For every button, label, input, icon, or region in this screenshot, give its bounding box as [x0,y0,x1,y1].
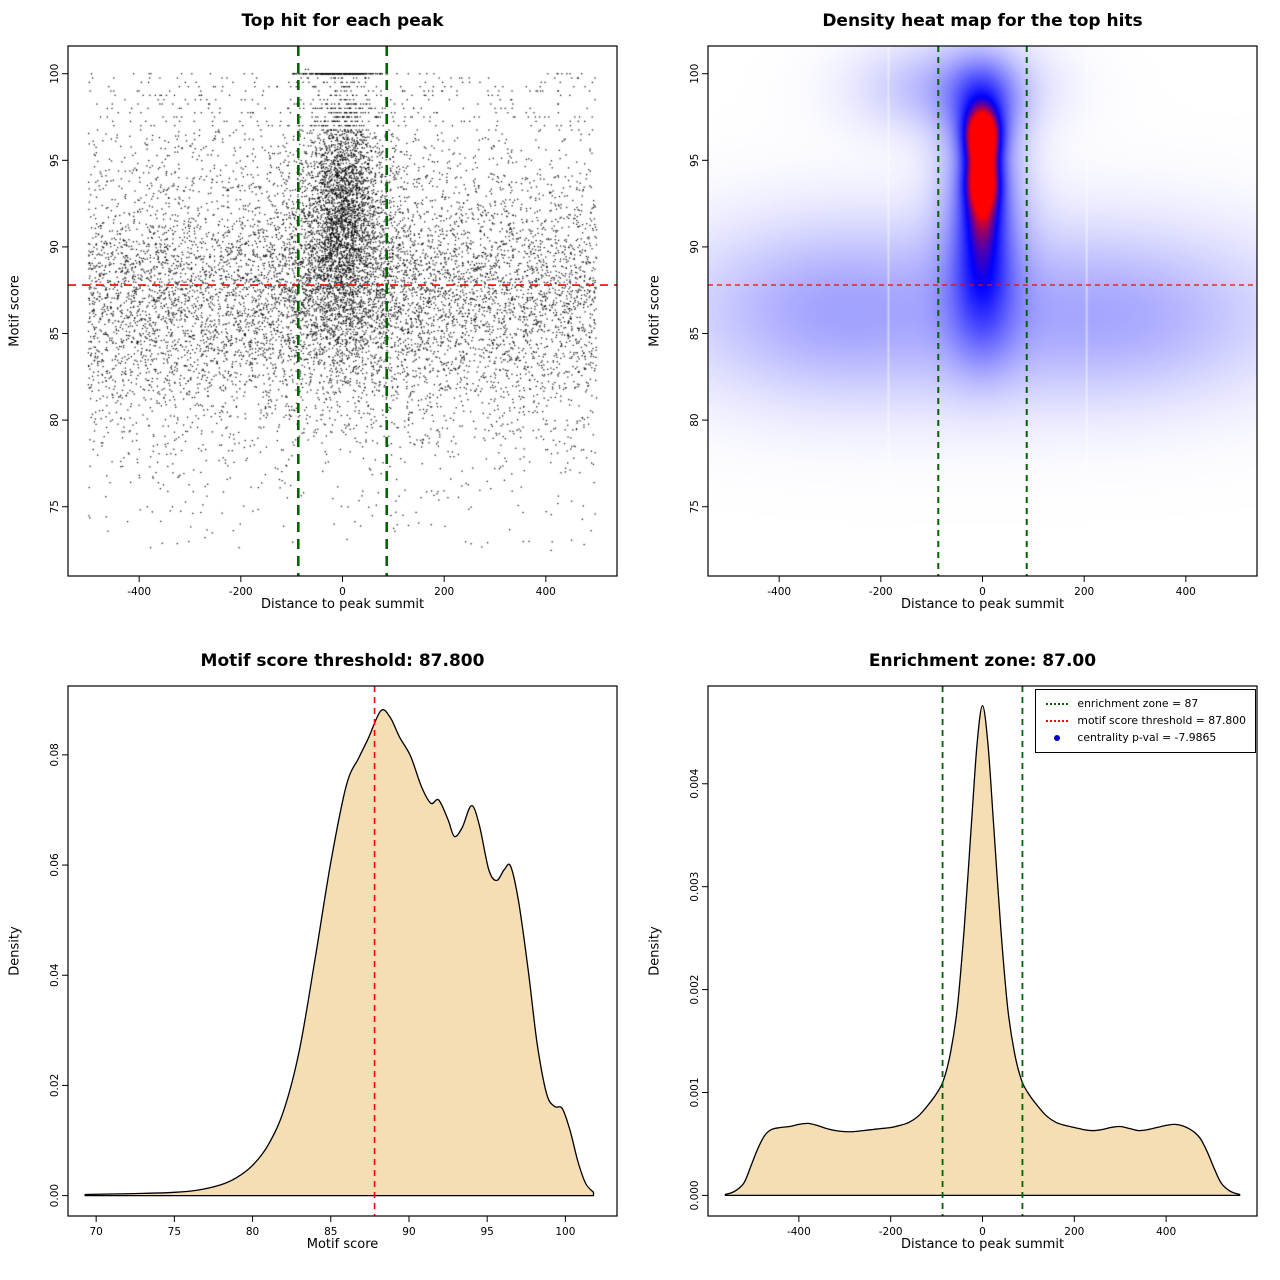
y-tick-label: 100 [49,64,61,84]
y-tick-label: 0.02 [49,1074,61,1097]
x-tick-label: -200 [229,586,253,598]
y-tick-label: 0.003 [689,872,701,902]
heatmap-plot-svg: -400 -200 0 200 400 75 80 85 90 95 100 [689,45,1258,598]
legend: enrichment zone = 87 motif score thresho… [1035,689,1256,753]
plot-box [67,685,618,1217]
panel-title-scatter: Top hit for each peak [241,11,444,31]
y-tick-label: 95 [49,154,61,167]
x-tick-label: 0 [979,586,986,598]
scatter-points-canvas [68,46,617,576]
x-tick-label: -200 [879,1226,903,1238]
x-tick-label: 400 [1176,586,1196,598]
x-axis-label: Distance to peak summit [900,1237,1065,1252]
x-tick-label: 80 [246,1226,259,1238]
y-tick-label: 90 [49,240,61,253]
y-tick-label: 0.00 [49,1184,61,1207]
panel-title-enrichment-zone: Enrichment zone: 87.00 [868,651,1097,671]
score-density-plot-svg: 70 75 80 85 90 95 100 0.00 0.02 0.04 0.06 0.08 [49,685,618,1238]
y-tick-label: 85 [49,327,61,340]
y-tick-label: 75 [49,500,61,513]
panel-top-hits-scatter: -400 -200 0 200 400 75 80 85 90 95 100 Top hit for… [0,0,640,640]
plot-box [67,45,618,577]
x-tick-label: 400 [1156,1226,1176,1238]
panel-distance-density: -400 -200 0 200 400 0.000 0.001 0.002 0.003 0.004… [640,640,1280,1280]
y-axis-label: Motif score [647,275,663,347]
y-axis-label: Density [647,926,663,976]
x-tick-label: 70 [89,1226,102,1238]
x-axis-label: Distance to peak summit [900,597,1065,612]
y-tick-label: 0.06 [49,853,61,877]
panel-score-density: 70 75 80 85 90 95 100 0.00 0.02 0.04 0.06 0.08 Moti… [0,640,640,1280]
y-tick-label: 0.001 [689,1077,701,1107]
legend-label-score-threshold: motif score threshold = 87.800 [1077,714,1246,727]
centrality-point-symbol [1054,734,1061,741]
density-curve [724,704,1241,1197]
x-tick-label: -400 [787,1226,811,1238]
y-tick-label: 90 [689,240,701,253]
x-axis-label: Distance to peak summit [260,597,425,612]
y-tick-label: 100 [689,64,701,84]
y-axis-label: Density [7,926,23,976]
y-tick-label: 75 [689,500,701,513]
legend-symbol-cell [1044,702,1070,705]
x-tick-label: 400 [536,586,556,598]
x-tick-label: 75 [168,1226,181,1238]
legend-item-centrality-pval: centrality p-val = -7.9865 [1044,729,1246,746]
y-tick-label: 0.000 [689,1180,701,1210]
y-tick-label: 80 [49,413,61,426]
panel-density-heatmap: -400 -200 0 200 400 75 80 85 90 95 100 Density hea… [640,0,1280,640]
y-tick-label: 0.004 [689,768,701,798]
legend-item-enrichment-zone: enrichment zone = 87 [1044,695,1246,712]
enrichment-zone-line-symbol [1046,702,1069,705]
x-tick-label: 200 [1074,586,1094,598]
legend-label-centrality-pval: centrality p-val = -7.9865 [1077,731,1217,744]
y-axis-label: Motif score [7,275,23,347]
heatmap-canvas [708,46,1257,576]
panel-title-heatmap: Density heat map for the top hits [822,11,1143,31]
x-tick-label: 90 [402,1226,415,1238]
x-tick-label: 0 [979,1226,986,1238]
density-curve [84,709,595,1197]
x-tick-label: -400 [127,586,151,598]
plot-box [707,45,1258,577]
x-tick-label: -400 [767,586,791,598]
panel-title-score-density: Motif score threshold: 87.800 [200,651,485,671]
y-tick-label: 85 [689,327,701,340]
x-tick-label: 85 [324,1226,337,1238]
y-tick-label: 80 [689,413,701,426]
y-tick-label: 95 [689,154,701,167]
x-tick-label: 95 [480,1226,493,1238]
y-tick-label: 0.04 [49,963,61,987]
legend-item-score-threshold: motif score threshold = 87.800 [1044,712,1246,729]
x-tick-label: -200 [869,586,893,598]
x-tick-label: 0 [339,586,346,598]
x-tick-label: 100 [555,1226,575,1238]
distance-density-plot-svg: -400 -200 0 200 400 0.000 0.001 0.002 0.003 0.004 [689,685,1258,1238]
y-tick-label: 0.08 [49,743,61,766]
y-tick-label: 0.002 [689,975,701,1005]
score-threshold-line-symbol [1046,719,1069,722]
legend-label-enrichment-zone: enrichment zone = 87 [1077,697,1199,710]
x-axis-label: Motif score [306,1237,379,1252]
legend-symbol-cell [1044,734,1070,741]
x-tick-label: 200 [1064,1226,1084,1238]
legend-symbol-cell [1044,719,1070,722]
x-tick-label: 200 [434,586,454,598]
scatter-plot-svg: -400 -200 0 200 400 75 80 85 90 95 100 [49,45,618,598]
